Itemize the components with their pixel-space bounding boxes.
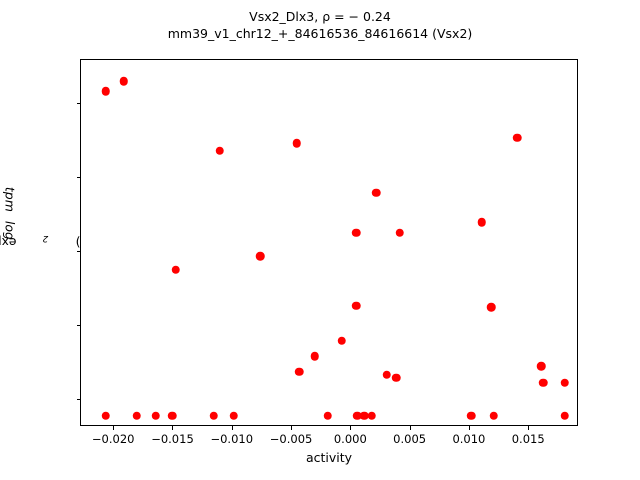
scatter-point [337,336,347,345]
scatter-point [466,411,476,421]
y-tick-mark [76,103,80,105]
scatter-point [536,362,546,371]
x-tick-label: 0.010 [452,432,486,446]
y-tick-mark [76,324,80,326]
y-tick-mark [76,177,80,179]
x-tick-mark [350,426,352,430]
scatter-point [353,411,362,421]
scatter-point [101,411,111,421]
x-tick-label: −0.005 [269,432,313,446]
x-tick-mark [113,426,115,430]
chart-title-line-2: mm39_v1_chr12_+_84616536_84616614 (Vsx2) [167,26,473,41]
scatter-point [101,86,111,96]
scatter-point [294,367,304,376]
scatter-point [119,77,128,86]
scatter-point [351,228,361,238]
scatter-point [292,139,302,148]
chart-title: Vsx2_Dlx3, ρ = − 0.24 mm39_v1_chr12_+_84… [0,8,640,42]
scatter-point [560,378,570,387]
scatter-point [489,411,498,421]
scatter-point [168,411,177,421]
scatter-point [229,411,239,421]
scatter-point [360,411,369,421]
x-tick-mark [172,426,174,430]
plot-axes-frame [80,59,578,426]
scatter-point [487,303,496,312]
scatter-point [392,373,401,382]
y-tick-mark [76,250,80,252]
scatter-point [215,146,224,156]
x-tick-label: 0.005 [393,432,427,446]
scatter-point [209,411,219,421]
scatter-point [395,228,405,238]
x-axis-label: activity [305,450,353,465]
scatter-point [351,301,361,311]
scatter-point [367,411,376,421]
x-tick-label: −0.020 [91,432,135,446]
x-tick-label: −0.015 [151,432,194,446]
scatter-point [132,411,141,421]
x-tick-mark [468,426,470,430]
x-tick-label: 0.000 [333,432,367,446]
plot-data-area [81,60,577,425]
scatter-point [539,378,548,387]
x-tick-mark [291,426,293,430]
y-axis-ticks: −0.98−0.99−1.00−1.01−1.02 [0,59,80,426]
chart-title-line-1: Vsx2_Dlx3, ρ = − 0.24 [249,9,391,24]
scatter-point [310,351,319,361]
x-tick-label: 0.015 [511,432,545,446]
scatter-point [560,411,570,421]
scatter-point [255,252,265,261]
x-tick-mark [231,426,233,430]
x-tick-label: −0.010 [210,432,254,446]
scatter-point [477,218,487,227]
scatter-point [151,411,160,421]
x-tick-mark [409,426,411,430]
x-axis-ticks: −0.020 −0.015 −0.010 −0.005 0.000 0.005 0.010 0… [80,426,578,452]
y-tick-mark [76,398,80,400]
scatter-point [382,370,392,379]
scatter-point [323,411,332,421]
scatter-point [371,188,381,198]
x-tick-mark [528,426,530,430]
scatter-point [171,265,181,274]
scatter-point [513,133,522,142]
